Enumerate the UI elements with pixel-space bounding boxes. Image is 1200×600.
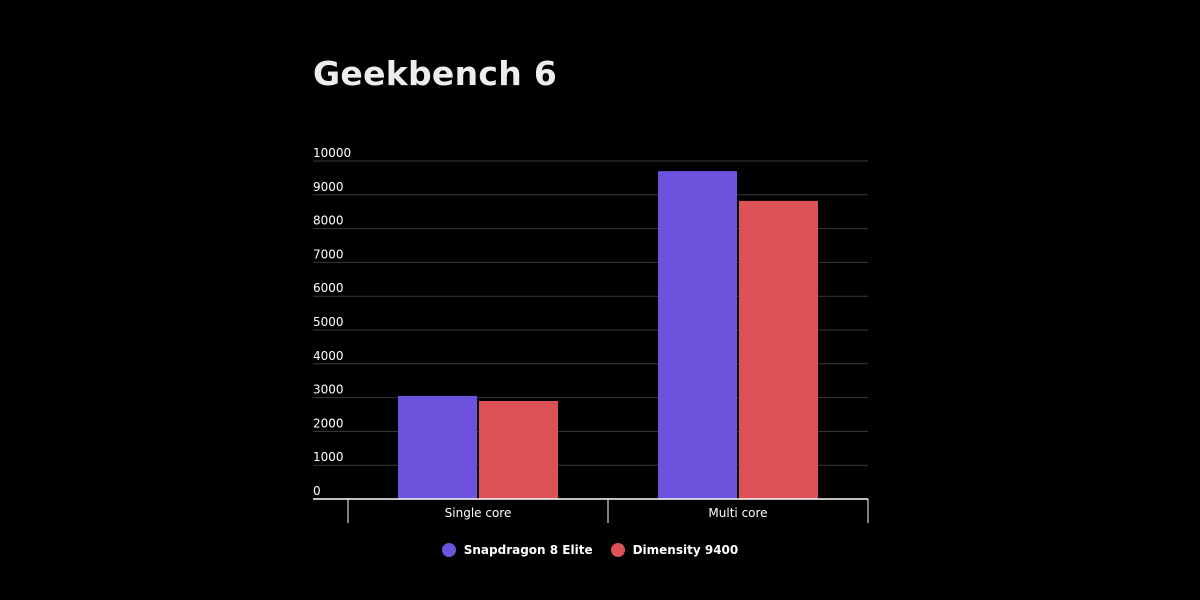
y-tick-label: 4000 — [313, 349, 344, 363]
y-tick-label: 9000 — [313, 180, 344, 194]
x-category-label: Single core — [445, 506, 512, 520]
bar-1-0 — [479, 400, 558, 499]
legend-item-snapdragon: Snapdragon 8 Elite — [441, 543, 593, 557]
y-tick-label: 8000 — [313, 214, 344, 228]
y-tick-label: 1000 — [313, 450, 344, 464]
y-axis-tick-labels: 0 1000 2000 3000 4000 5000 6000 7000 8000 9000 100… — [313, 146, 351, 498]
chart-title: Geekbench 6 — [313, 54, 558, 93]
legend-swatch-dimensity — [610, 543, 625, 557]
legend: Snapdragon 8 Elite Dimensity 9400 — [0, 543, 1180, 557]
legend-swatch-snapdragon — [441, 543, 456, 557]
y-tick-label: 6000 — [313, 281, 344, 295]
y-tick-label: 7000 — [313, 247, 344, 261]
bars — [398, 171, 818, 499]
x-axis-category-labels: Single core Multi core — [445, 506, 768, 520]
legend-item-dimensity: Dimensity 9400 — [610, 543, 739, 557]
y-tick-label: 5000 — [313, 315, 344, 329]
y-tick-label: 2000 — [313, 416, 344, 430]
bar-0-0 — [398, 395, 477, 499]
x-category-label: Multi core — [708, 506, 767, 520]
bar-1-1 — [739, 200, 818, 499]
y-tick-label: 0 — [313, 484, 321, 498]
legend-label-dimensity: Dimensity 9400 — [632, 543, 739, 557]
bar-0-1 — [658, 171, 737, 499]
y-tick-label: 3000 — [313, 383, 344, 397]
y-tick-label: 10000 — [313, 146, 351, 160]
legend-label-snapdragon: Snapdragon 8 Elite — [463, 543, 593, 557]
x-axis — [313, 498, 869, 523]
